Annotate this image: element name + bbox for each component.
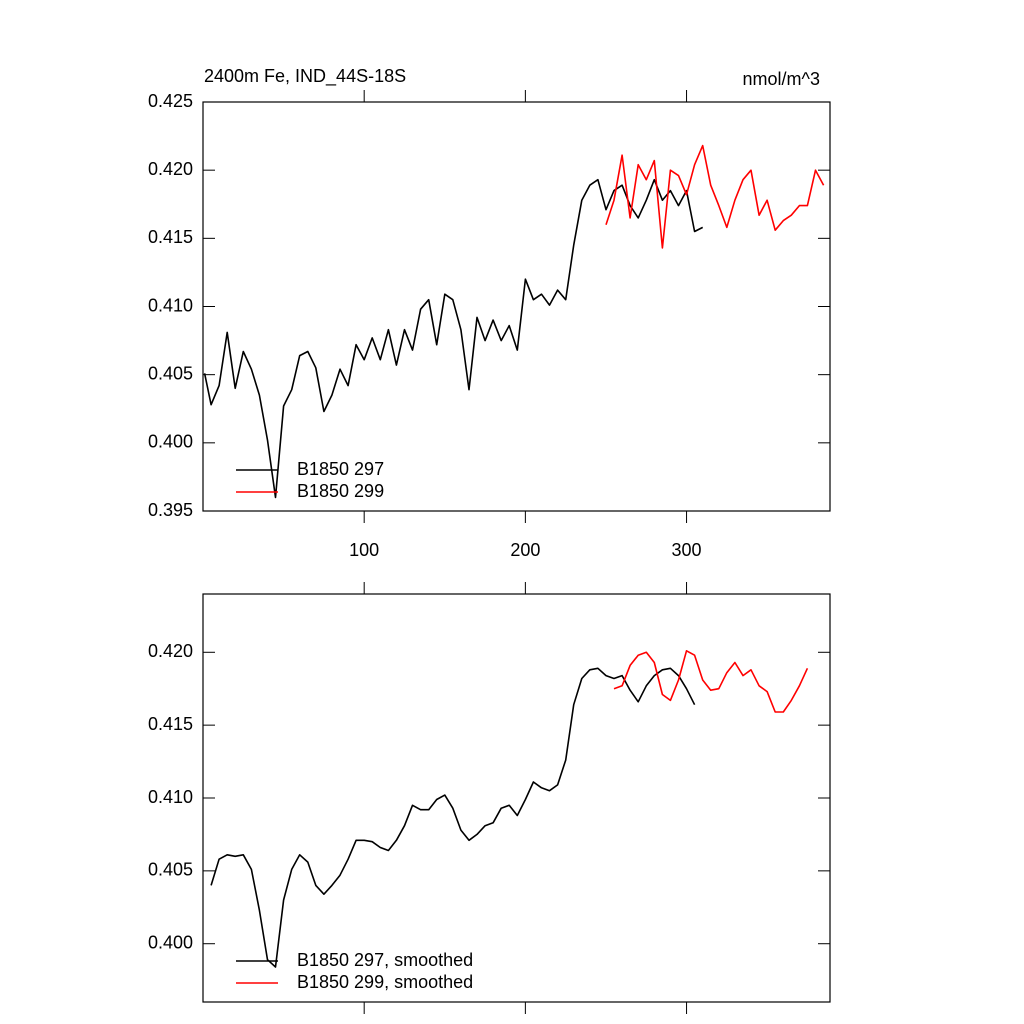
chart-title: 2400m Fe, IND_44S-18S xyxy=(204,66,406,87)
series-line xyxy=(210,667,696,968)
y-tick-label: 0.410 xyxy=(148,295,193,315)
series-line xyxy=(203,178,704,499)
x-tick-label: 300 xyxy=(672,540,702,560)
y-tick-label: 0.400 xyxy=(148,432,193,452)
series-line xyxy=(605,144,825,249)
units-label: nmol/m^3 xyxy=(743,69,820,89)
plot-frame xyxy=(202,593,831,1003)
y-tick-label: 0.415 xyxy=(148,227,193,247)
legend-label: B1850 299 xyxy=(297,481,384,501)
legend-label: B1850 297 xyxy=(297,459,384,479)
y-tick-label: 0.420 xyxy=(148,159,193,179)
y-tick-label: 0.415 xyxy=(148,714,193,734)
y-tick-label: 0.425 xyxy=(148,91,193,111)
y-tick-label: 0.405 xyxy=(148,860,193,880)
y-tick-label: 0.400 xyxy=(148,932,193,952)
y-tick-label: 0.395 xyxy=(148,500,193,520)
y-tick-label: 0.405 xyxy=(148,363,193,383)
y-tick-label: 0.410 xyxy=(148,787,193,807)
x-tick-label: 200 xyxy=(510,540,540,560)
legend-label: B1850 297, smoothed xyxy=(297,950,473,970)
series-line xyxy=(613,650,809,713)
legend-label: B1850 299, smoothed xyxy=(297,972,473,992)
plot-frame xyxy=(202,101,831,512)
y-tick-label: 0.420 xyxy=(148,641,193,661)
x-tick-label: 100 xyxy=(349,540,379,560)
